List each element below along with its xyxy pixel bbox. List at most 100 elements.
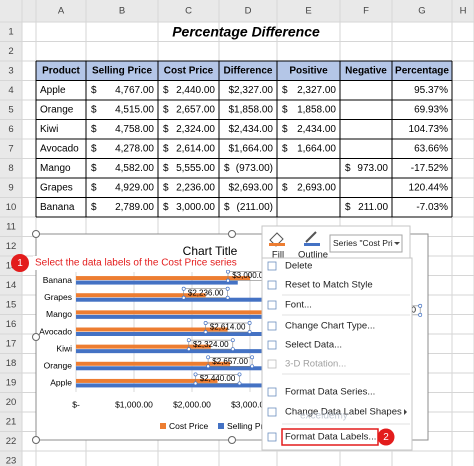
cell-currency: $ xyxy=(224,163,230,174)
menu-icon xyxy=(267,261,277,271)
category-label: Orange xyxy=(44,361,73,371)
bar xyxy=(76,383,353,388)
toolbar-outline[interactable]: Outline xyxy=(298,250,328,261)
column-header: H xyxy=(460,6,467,17)
label-handle xyxy=(203,321,208,325)
menu-item[interactable]: Change Chart Type... xyxy=(285,321,375,332)
label-handle xyxy=(203,330,208,334)
menu-item[interactable]: Format Data Labels... xyxy=(285,432,376,443)
menu-item: 3-D Rotation... xyxy=(285,359,346,370)
menu-icon xyxy=(267,300,277,310)
row-header: 14 xyxy=(6,280,17,291)
column-header: G xyxy=(418,6,425,17)
outline-color-bar xyxy=(304,243,320,246)
step-badge xyxy=(11,254,29,272)
data-label: $2,440.00 xyxy=(200,374,236,383)
cell-value: $1,858.00 xyxy=(229,104,274,115)
cell-amount: 2,236.00 xyxy=(176,182,215,193)
label-handle xyxy=(193,381,198,386)
cell-text: Avocado xyxy=(40,143,79,154)
bar xyxy=(76,349,352,354)
cell-currency: $ xyxy=(163,104,169,115)
cell-amount: 211.00 xyxy=(358,202,388,213)
cell-currency: $ xyxy=(345,163,351,174)
data-label: $2,236.00 xyxy=(188,288,224,297)
cell-currency: $ xyxy=(282,124,288,135)
row-header: 13 xyxy=(6,260,17,271)
cell-currency: $ xyxy=(91,163,97,174)
watermark: exceldemy xyxy=(300,411,348,422)
bar xyxy=(76,361,231,366)
cell-amount: (211.00) xyxy=(236,202,273,213)
row-header: 4 xyxy=(8,85,13,96)
label-handle xyxy=(250,355,255,360)
table-header: Product xyxy=(42,65,80,76)
column-header: F xyxy=(363,6,369,17)
row-header: 15 xyxy=(6,299,17,310)
cell-value: $1,664.00 xyxy=(229,143,274,154)
selection-handle xyxy=(32,230,40,238)
column-header-bar xyxy=(0,0,474,22)
menu-icon xyxy=(267,321,277,331)
cell-value: -7.03% xyxy=(416,202,448,213)
outline-icon xyxy=(305,231,317,243)
cell-value: 120.44% xyxy=(409,182,449,193)
menu-item[interactable]: Reset to Match Style xyxy=(285,280,373,291)
table-header: Negative xyxy=(345,65,387,76)
label-handle xyxy=(237,381,242,386)
cell-currency: $ xyxy=(282,104,288,115)
menu-item[interactable]: Format Data Series... xyxy=(285,387,375,398)
menu-icon xyxy=(267,387,277,397)
data-label: $2,324.00 xyxy=(193,340,229,349)
bar xyxy=(76,297,362,302)
cell-value: $2,693.00 xyxy=(229,182,274,193)
cell-text: Mango xyxy=(40,163,71,174)
bar xyxy=(76,280,238,285)
cell-text: Grapes xyxy=(40,182,73,193)
sheet-title: Percentage Difference xyxy=(172,24,320,40)
menu-item[interactable]: Change Data Label Shapes xyxy=(285,407,402,418)
row-header: 17 xyxy=(6,338,17,349)
dropdown-arrow xyxy=(394,242,400,245)
toolbar-fill[interactable]: Fill xyxy=(272,250,284,261)
label-handle xyxy=(250,364,255,369)
cell-currency: $ xyxy=(163,163,169,174)
bar xyxy=(76,310,399,315)
column-header: C xyxy=(185,6,192,17)
menu-icon xyxy=(267,432,277,442)
data-label: $2,614.00 xyxy=(210,323,246,332)
cell-amount: 2,657.00 xyxy=(176,104,215,115)
row-header: 6 xyxy=(8,124,13,135)
cell-text: Kiwi xyxy=(40,124,58,135)
selection-handle xyxy=(228,230,236,238)
cell-currency: $ xyxy=(282,143,288,154)
legend-swatch xyxy=(218,423,224,429)
label-handle xyxy=(418,312,423,317)
context-menu xyxy=(261,257,413,451)
label-handle xyxy=(206,364,211,369)
cell-amount: 4,767.00 xyxy=(115,85,154,96)
cell-amount: 2,440.00 xyxy=(176,85,215,96)
bar xyxy=(76,366,338,371)
series-selector[interactable]: Series "Cost Pri xyxy=(333,238,393,248)
cell-currency: $ xyxy=(163,182,169,193)
data-label-box xyxy=(195,374,240,384)
menu-icon xyxy=(267,359,277,369)
column-header: D xyxy=(245,6,252,17)
cell-value: 95.37% xyxy=(414,85,448,96)
cell-text: Banana xyxy=(40,202,75,213)
cell-currency: $ xyxy=(91,182,97,193)
row-header: 8 xyxy=(8,163,13,174)
legend-swatch xyxy=(160,423,166,429)
row-header: 12 xyxy=(6,241,17,252)
row-header: 3 xyxy=(8,65,13,76)
bar xyxy=(76,276,250,281)
cell-currency: $ xyxy=(91,202,97,213)
series-dropdown[interactable] xyxy=(329,234,403,253)
cell-currency: $ xyxy=(163,202,169,213)
menu-item[interactable]: Delete xyxy=(285,261,312,272)
menu-item[interactable]: Font... xyxy=(285,300,312,311)
menu-item[interactable]: Select Data... xyxy=(285,340,342,351)
cell-currency: $ xyxy=(163,85,169,96)
label-handle xyxy=(226,269,230,274)
